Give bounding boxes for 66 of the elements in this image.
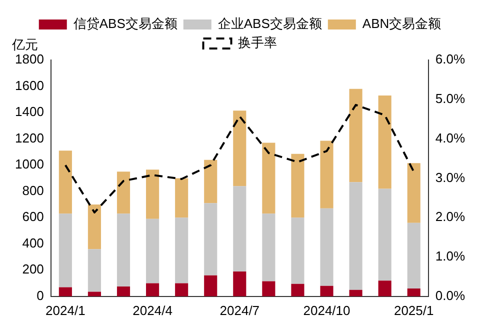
x-tick-label: 2025/1 <box>394 302 434 318</box>
bar <box>349 290 362 296</box>
bar <box>320 208 334 286</box>
y2-tick-label: 1.0% <box>435 248 466 264</box>
bar <box>116 214 130 287</box>
y-tick-label: 1600 <box>15 78 44 93</box>
bar <box>146 170 160 219</box>
bar <box>58 287 72 296</box>
legend-label: 企业ABS交易金额 <box>218 16 322 32</box>
bar <box>233 110 246 186</box>
y2-tick-label: 4.0% <box>435 130 466 146</box>
bar <box>262 214 276 282</box>
x-tick-label: 2024/4 <box>132 302 172 318</box>
bar <box>175 178 188 218</box>
bar <box>233 186 246 272</box>
line-series <box>64 104 415 214</box>
x-tick-label: 2024/10 <box>303 302 350 318</box>
bar <box>407 222 420 289</box>
y2-tick-label: 5.0% <box>435 90 466 106</box>
bar <box>291 284 304 296</box>
y-tick-label: 200 <box>22 262 44 277</box>
bar <box>88 249 102 292</box>
bar <box>349 88 362 182</box>
x-tick-label: 2024/7 <box>220 302 260 318</box>
y-tick-label: 0 <box>36 288 44 303</box>
bar <box>349 182 362 290</box>
bar <box>378 188 392 281</box>
bar <box>378 95 392 189</box>
bar <box>320 286 334 296</box>
y-tick-label: 1000 <box>15 156 44 172</box>
bar <box>58 214 72 288</box>
bar <box>88 204 102 250</box>
bar <box>204 160 218 204</box>
y-axis-title: 亿元 <box>11 37 38 52</box>
legend-label: 信贷ABS交易金额 <box>73 16 178 32</box>
bar <box>378 280 392 296</box>
x-tick-label: 2024/1 <box>46 302 86 318</box>
bar <box>262 142 276 214</box>
y2-tick-label: 3.0% <box>435 170 466 185</box>
y-tick-label: 1800 <box>15 52 44 67</box>
y-tick-label: 1200 <box>15 130 44 146</box>
bar <box>175 283 188 296</box>
bar <box>58 150 72 214</box>
y2-tick-label: 6.0% <box>435 52 466 67</box>
bar <box>204 203 218 276</box>
bar <box>291 218 304 284</box>
y2-tick-label: 0.0% <box>435 288 466 303</box>
bar <box>407 163 420 223</box>
y2-tick-label: 2.0% <box>435 209 466 224</box>
bar <box>233 271 246 296</box>
bar <box>146 218 160 284</box>
bar <box>320 140 334 208</box>
bar <box>204 275 218 296</box>
legend-label: ABN交易金额 <box>362 16 442 32</box>
y-tick-label: 1400 <box>15 104 44 120</box>
legend-label: 换手率 <box>238 35 277 50</box>
bar <box>146 283 160 296</box>
bar <box>291 154 304 218</box>
y-tick-label: 600 <box>22 209 44 224</box>
bar <box>116 286 130 296</box>
bar <box>262 281 276 296</box>
y-tick-label: 400 <box>22 235 44 250</box>
bar <box>116 172 130 214</box>
bar <box>407 288 420 296</box>
y-tick-label: 800 <box>22 182 44 198</box>
bar <box>175 218 188 284</box>
